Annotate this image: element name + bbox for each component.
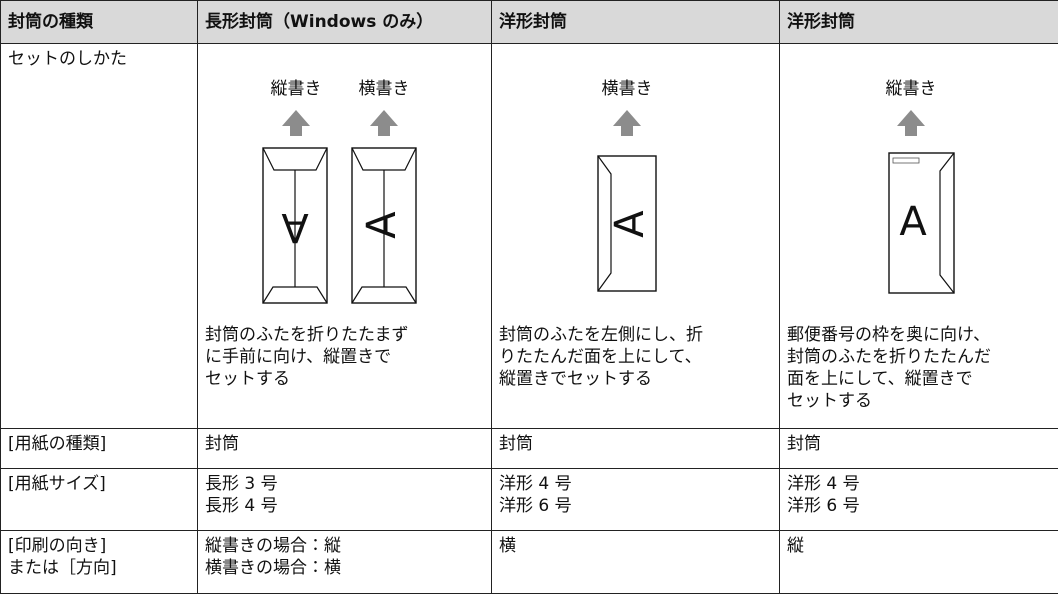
caption: 縦書き: [886, 79, 937, 99]
table-row: [用紙サイズ]長形 3 号長形 4 号洋形 4 号洋形 6 号洋形 4 号洋形 …: [1, 469, 1058, 531]
arrow-icon: [897, 110, 925, 136]
table-cell: 縦書きの場合：縦横書きの場合：横: [198, 531, 492, 594]
row-label: [用紙の種類]: [1, 429, 198, 469]
row-label: [印刷の向き]または［方向]: [1, 531, 198, 594]
text-line: 縦書きの場合：縦: [205, 535, 484, 557]
arrow-icon: [613, 110, 641, 136]
setup-cell: 縦書き 横書き A A 封筒のふたを折りたたまず に手前に向け、縦置きで セット…: [198, 44, 492, 429]
table-row: [印刷の向き]または［方向]縦書きの場合：縦横書きの場合：横横縦: [1, 531, 1058, 594]
table-cell: 横: [492, 531, 780, 594]
table-cell: 封筒: [198, 429, 492, 469]
caption: 縦書き: [271, 79, 322, 99]
table-cell: 封筒: [492, 429, 780, 469]
table-cell: 洋形 4 号洋形 6 号: [780, 469, 1058, 531]
text-line: 封筒: [205, 433, 484, 455]
glyph: A: [899, 199, 927, 245]
text-line: 長形 3 号: [205, 473, 484, 495]
text-line: セットする: [205, 368, 484, 390]
text-line: 洋形 4 号: [787, 473, 1051, 495]
text-line: 封筒のふたを左側にし、折: [499, 324, 772, 346]
glyph: A: [359, 211, 405, 239]
text-line: 郵便番号の枠を奥に向け、: [787, 324, 1051, 346]
text-line: 縦置きでセットする: [499, 368, 772, 390]
illustration: 縦書き A: [780, 44, 1058, 324]
text-line: 横: [499, 535, 772, 557]
table-cell: 長形 3 号長形 4 号: [198, 469, 492, 531]
text-line: セットする: [787, 390, 1051, 412]
header-cell: 洋形封筒: [492, 1, 780, 44]
text-line: りたたんだ面を上にして、: [499, 346, 772, 368]
text-line: 洋形 6 号: [787, 495, 1051, 517]
illustration: 縦書き 横書き A A: [198, 44, 492, 324]
table-cell: 封筒: [780, 429, 1058, 469]
description: 封筒のふたを折りたたまず に手前に向け、縦置きで セットする: [198, 324, 491, 390]
setup-row: セットのしかた 縦書き 横書き A A 封筒のふたを折りたたまず に手前: [1, 44, 1058, 429]
header-cell: 長形封筒（Windows のみ）: [198, 1, 492, 44]
arrow-icon: [370, 110, 398, 136]
caption: 横書き: [602, 79, 653, 99]
text-line: [用紙サイズ]: [8, 473, 190, 495]
illustration: 横書き A: [492, 44, 780, 324]
glyph: A: [607, 210, 653, 238]
header-cell: 洋形封筒: [780, 1, 1058, 44]
table-cell: 縦: [780, 531, 1058, 594]
setup-cell: 横書き A 封筒のふたを左側にし、折 りたたんだ面を上にして、 縦置きでセットす…: [492, 44, 780, 429]
text-line: 縦: [787, 535, 1051, 557]
row-label: [用紙サイズ]: [1, 469, 198, 531]
description: 封筒のふたを左側にし、折 りたたんだ面を上にして、 縦置きでセットする: [492, 324, 779, 390]
glyph: A: [281, 204, 309, 250]
text-line: 封筒のふたを折りたたんだ: [787, 346, 1051, 368]
text-line: 面を上にして、縦置きで: [787, 368, 1051, 390]
text-line: 洋形 6 号: [499, 495, 772, 517]
table-row: [用紙の種類]封筒封筒封筒: [1, 429, 1058, 469]
text-line: に手前に向け、縦置きで: [205, 346, 484, 368]
text-line: 横書きの場合：横: [205, 557, 484, 579]
header-cell: 封筒の種類: [1, 1, 198, 44]
setup-cell: 縦書き A 郵便番号の枠を奥に向け、 封筒のふたを折りたたんだ 面を上にして、縦…: [780, 44, 1058, 429]
text-line: 封筒: [787, 433, 1051, 455]
text-line: 長形 4 号: [205, 495, 484, 517]
row-label: セットのしかた: [1, 44, 198, 429]
arrow-icon: [282, 110, 310, 136]
caption: 横書き: [359, 79, 410, 99]
text-line: 封筒のふたを折りたたまず: [205, 324, 484, 346]
table-cell: 洋形 4 号洋形 6 号: [492, 469, 780, 531]
text-line: または［方向]: [8, 557, 190, 579]
header-row: 封筒の種類 長形封筒（Windows のみ） 洋形封筒 洋形封筒: [1, 1, 1058, 44]
text-line: [印刷の向き]: [8, 535, 190, 557]
text-line: [用紙の種類]: [8, 433, 190, 455]
description: 郵便番号の枠を奥に向け、 封筒のふたを折りたたんだ 面を上にして、縦置きで セッ…: [780, 324, 1058, 412]
text-line: 封筒: [499, 433, 772, 455]
text-line: 洋形 4 号: [499, 473, 772, 495]
